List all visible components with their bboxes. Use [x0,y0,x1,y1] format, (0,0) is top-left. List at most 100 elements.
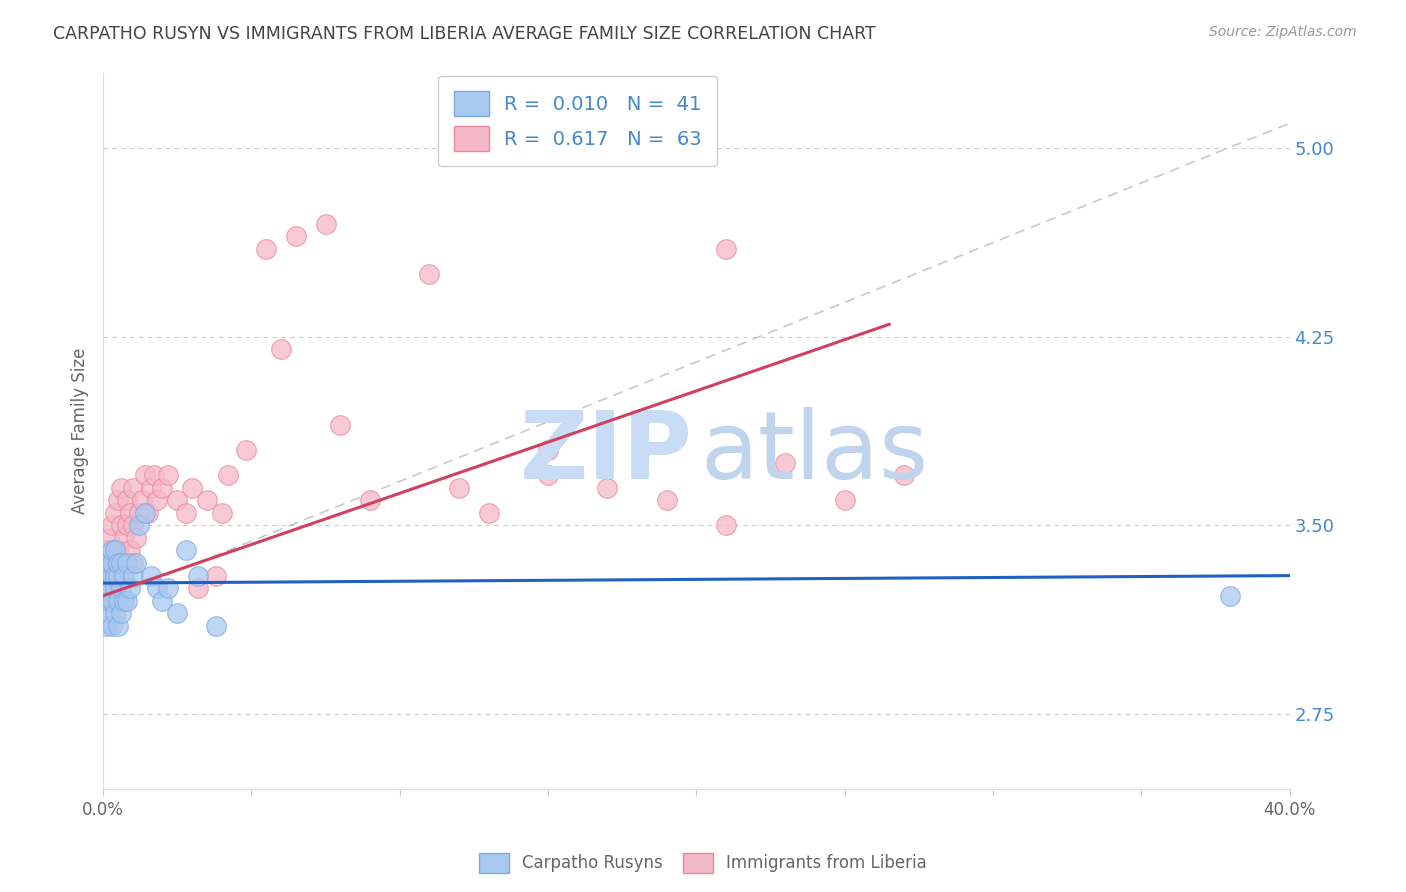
Point [152,481,174,495]
Point [157,468,180,483]
Point [145,581,167,595]
Text: atlas: atlas [700,407,928,499]
Point [254,242,277,256]
Point [94,568,117,582]
Point [98,581,121,595]
Point [166,607,188,621]
Point [187,581,209,595]
Point [112,568,135,582]
Point [187,568,209,582]
Point [104,543,127,558]
Point [94,619,117,633]
Point [94,568,117,582]
Point [596,481,619,495]
Point [115,593,138,607]
Point [110,481,132,495]
Point [98,593,121,607]
Legend: R =  0.010   N =  41, R =  0.617   N =  63: R = 0.010 N = 41, R = 0.617 N = 63 [439,76,717,166]
Point [134,468,156,483]
Point [118,581,141,595]
Point [125,531,148,545]
Point [101,556,124,570]
Point [104,581,127,595]
Point [118,506,141,520]
Point [94,543,117,558]
Point [112,531,135,545]
Point [125,556,148,570]
Point [134,506,156,520]
Point [128,518,150,533]
Point [121,568,143,582]
Text: Source: ZipAtlas.com: Source: ZipAtlas.com [1209,25,1357,39]
Point [101,619,124,633]
Point [107,619,129,633]
Point [195,493,218,508]
Point [121,556,143,570]
Point [128,506,150,520]
Point [98,556,121,570]
Point [107,556,129,570]
Point [270,343,292,357]
Point [107,493,129,508]
Point [115,556,138,570]
Point [110,556,132,570]
Point [205,568,228,582]
Point [107,581,129,595]
Point [110,518,132,533]
Point [157,581,180,595]
Point [775,456,797,470]
Point [118,543,141,558]
Text: CARPATHO RUSYN VS IMMIGRANTS FROM LIBERIA AVERAGE FAMILY SIZE CORRELATION CHART: CARPATHO RUSYN VS IMMIGRANTS FROM LIBERI… [53,25,876,43]
Point [1219,589,1241,603]
Point [115,518,138,533]
Point [107,593,129,607]
Point [115,556,138,570]
Point [101,556,124,570]
Point [101,593,124,607]
Point [139,568,162,582]
Text: ZIP: ZIP [520,407,693,499]
Point [166,493,188,508]
Point [110,607,132,621]
Point [98,607,121,621]
Point [174,506,197,520]
Point [359,493,381,508]
Point [131,493,153,508]
Point [101,568,124,582]
Point [101,543,124,558]
Point [235,442,257,457]
Point [104,568,127,582]
Point [714,242,737,256]
Point [449,481,471,495]
Point [112,568,135,582]
Point [104,607,127,621]
Point [284,229,307,244]
Point [112,593,135,607]
Point [121,518,143,533]
Point [714,518,737,533]
Point [142,468,165,483]
Point [174,543,197,558]
Point [834,493,856,508]
Point [139,481,162,495]
Point [205,619,228,633]
Point [94,581,117,595]
Point [537,468,560,483]
Point [101,518,124,533]
Y-axis label: Average Family Size: Average Family Size [72,348,89,515]
Point [478,506,501,520]
Point [537,442,560,457]
Point [217,468,239,483]
Point [107,568,129,582]
Point [418,267,440,281]
Point [121,481,143,495]
Legend: Carpatho Rusyns, Immigrants from Liberia: Carpatho Rusyns, Immigrants from Liberia [472,847,934,880]
Point [655,493,678,508]
Point [893,468,915,483]
Point [98,581,121,595]
Point [107,543,129,558]
Point [329,417,352,432]
Point [110,581,132,595]
Point [315,217,337,231]
Point [101,593,124,607]
